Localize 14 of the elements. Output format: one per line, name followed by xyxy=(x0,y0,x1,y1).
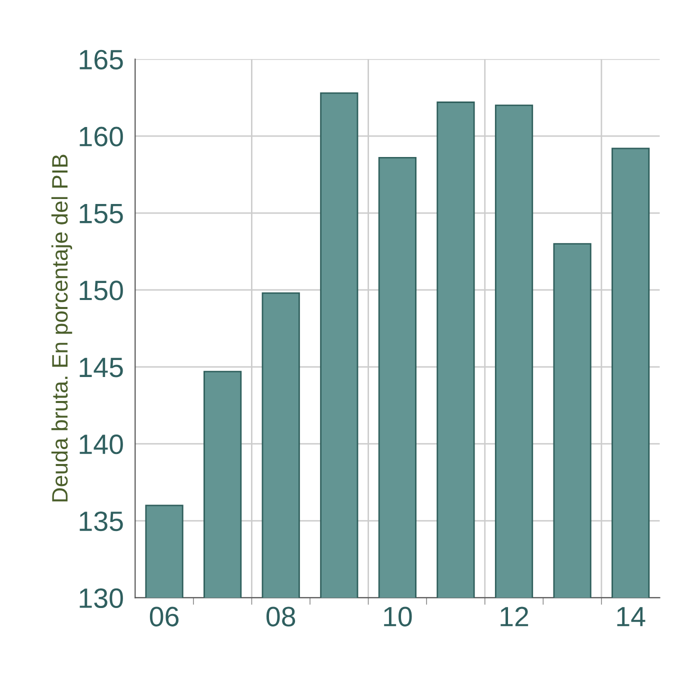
y-tick-label: 140 xyxy=(80,434,123,454)
y-axis-title: Deuda bruta. En porcentaje del PIB xyxy=(51,154,72,502)
x-tick-label: 06 xyxy=(150,606,179,626)
y-tick-label: 135 xyxy=(80,511,123,532)
x-tick-label: 14 xyxy=(617,607,646,626)
x-tick-label: 10 xyxy=(384,606,412,626)
y-tick-label: 155 xyxy=(80,204,123,224)
y-tick-label: 165 xyxy=(80,50,123,70)
x-tick-label: 08 xyxy=(266,606,296,626)
y-tick-label: 150 xyxy=(80,280,123,300)
y-tick-label: 130 xyxy=(80,588,123,608)
y-tick-label: 160 xyxy=(80,126,123,146)
x-tick-label: 12 xyxy=(500,606,528,626)
y-tick-label: 145 xyxy=(80,358,123,378)
